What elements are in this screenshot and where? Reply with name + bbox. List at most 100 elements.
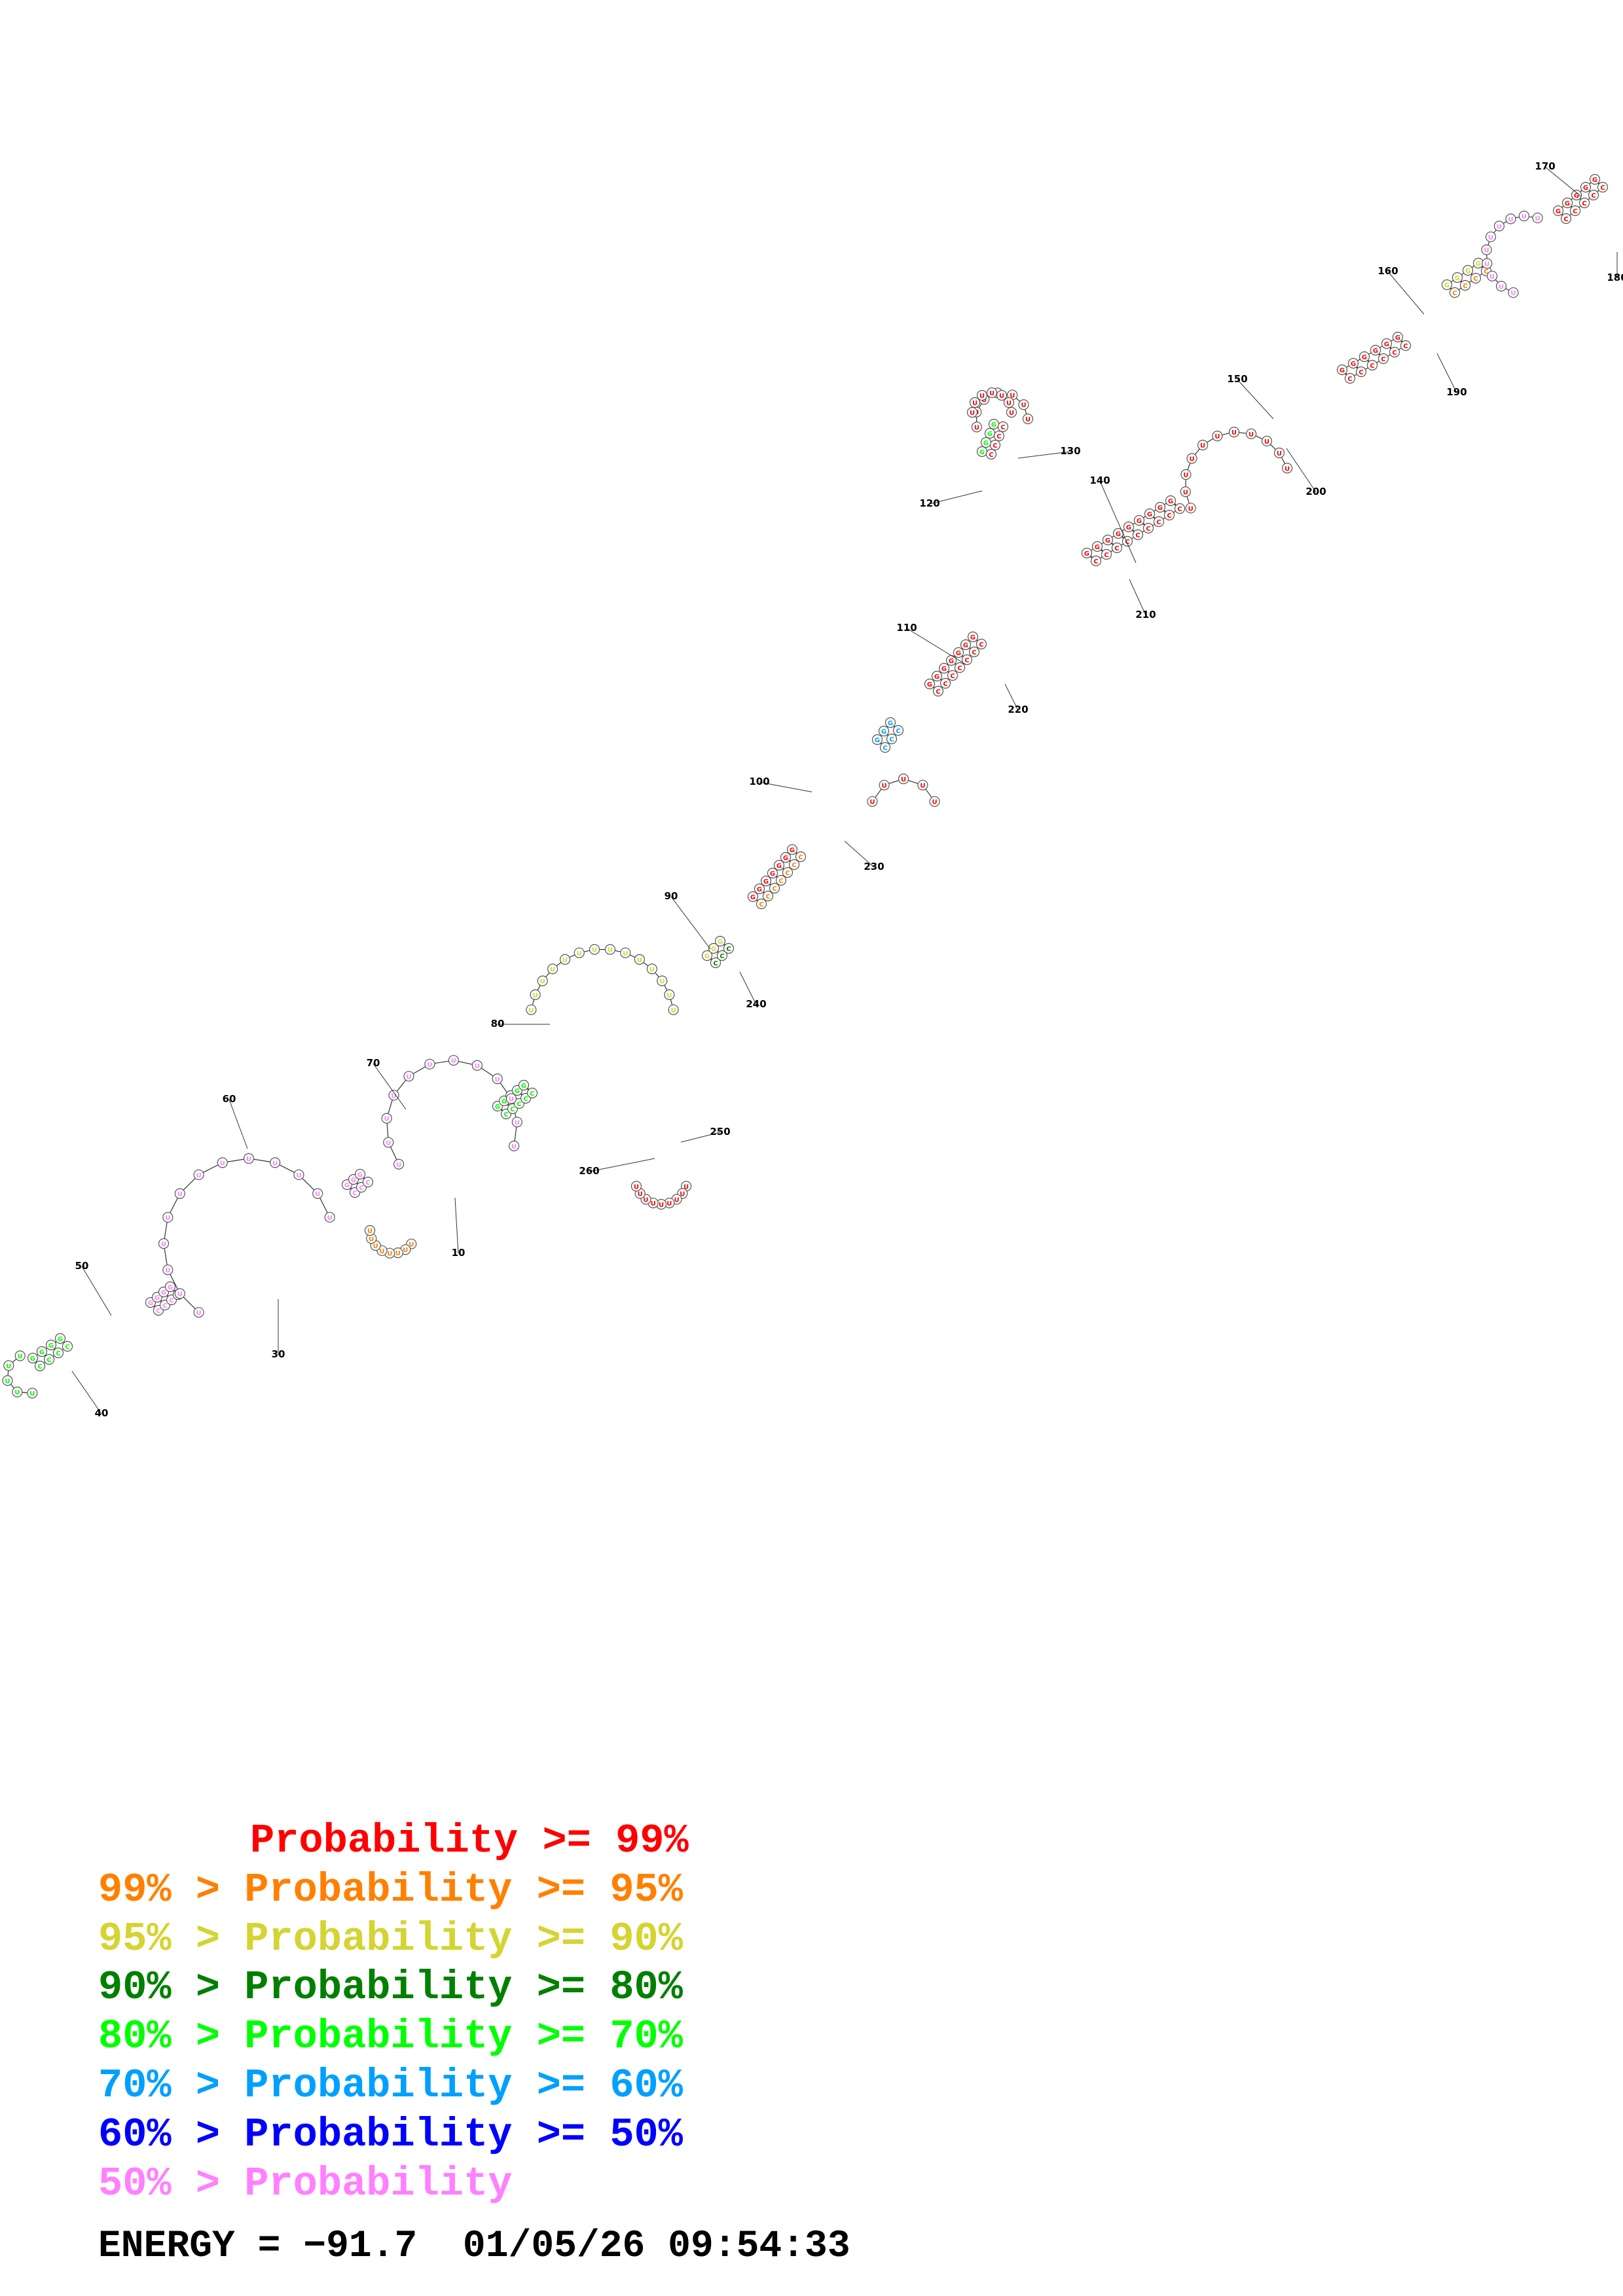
svg-text:C: C: [896, 728, 900, 735]
nucleotides: GGGGGGGGGCCCCCCCCCGGGGGGCCCCCCGGGGCCCCGG…: [2, 173, 1609, 1399]
nucleotide-paired: G: [984, 427, 996, 439]
nucleotide-loop: U: [1018, 399, 1029, 410]
nucleotide-paired: C: [961, 654, 973, 666]
energy-gap: [417, 2225, 463, 2268]
svg-text:U: U: [634, 1183, 639, 1191]
svg-text:C: C: [1484, 268, 1488, 276]
svg-text:G: G: [58, 1336, 63, 1343]
nucleotide-paired: C: [34, 1360, 46, 1372]
nucleotide-loop: U: [392, 1247, 403, 1259]
nucleotide-paired: G: [924, 678, 936, 690]
svg-text:U: U: [246, 1156, 251, 1163]
nucleotide-paired: C: [976, 638, 987, 650]
nucleotide-paired: G: [878, 725, 890, 737]
nucleotide-loop: U: [492, 1073, 503, 1085]
nucleotide-loop: U: [1022, 413, 1034, 425]
nucleotide-paired: C: [782, 867, 793, 878]
nucleotide-loop: U: [969, 397, 981, 408]
svg-text:C: C: [989, 452, 993, 459]
nucleotide-paired: G: [701, 950, 713, 961]
svg-text:U: U: [651, 1200, 656, 1208]
nucleotide-paired: G: [1165, 495, 1176, 507]
svg-text:C: C: [1403, 343, 1408, 350]
nucleotide-paired: G: [1144, 508, 1156, 520]
timestamp: 01/05/26 09:54:33: [462, 2225, 850, 2268]
nucleotide-loop: U: [1246, 428, 1257, 439]
svg-text:G: G: [881, 728, 886, 736]
svg-text:G: G: [351, 1177, 356, 1184]
nucleotide-paired: G: [754, 883, 765, 895]
legend-row-80: 90% > Probability >= 80%: [98, 1967, 683, 2008]
svg-text:C: C: [1347, 376, 1352, 383]
svg-text:C: C: [1359, 369, 1363, 376]
nucleotide-paired: G: [54, 1333, 66, 1344]
svg-text:G: G: [1084, 550, 1089, 558]
nucleotide-paired: C: [985, 448, 997, 460]
nucleotide-loop: U: [657, 975, 668, 986]
position-label-leader: [739, 971, 757, 1005]
svg-text:U: U: [1009, 410, 1014, 417]
nucleotide-paired: G: [45, 1339, 57, 1351]
nucleotide-paired: G: [1561, 197, 1573, 209]
nucleotide-loop: U: [312, 1188, 323, 1199]
svg-text:U: U: [562, 957, 568, 964]
svg-text:C: C: [979, 641, 983, 649]
svg-text:C: C: [169, 1297, 173, 1304]
svg-text:G: G: [1105, 537, 1110, 545]
nucleotide-paired: G: [714, 935, 726, 947]
svg-text:U: U: [674, 1196, 679, 1204]
svg-text:U: U: [540, 978, 545, 986]
svg-text:U: U: [1025, 416, 1030, 423]
svg-text:G: G: [963, 642, 968, 649]
svg-text:U: U: [671, 1007, 676, 1014]
svg-text:U: U: [1510, 290, 1516, 297]
nucleotide-paired: C: [1122, 535, 1133, 547]
svg-text:U: U: [1522, 213, 1527, 221]
svg-text:C: C: [517, 1101, 521, 1108]
nucleotide-loop: U: [630, 1181, 642, 1192]
nucleotide-loop: U: [324, 1211, 335, 1223]
nucleotide-paired: C: [1163, 509, 1175, 521]
svg-text:G: G: [1373, 348, 1378, 355]
nucleotide-paired: G: [1133, 514, 1145, 526]
nucleotide-paired: C: [886, 733, 898, 745]
nucleotide-paired: G: [786, 844, 798, 855]
nucleotide-paired: C: [716, 950, 728, 961]
position-label: 260: [579, 1165, 599, 1177]
nucleotide-paired: C: [1132, 529, 1144, 541]
position-label: 220: [1008, 704, 1028, 715]
svg-text:C: C: [798, 854, 803, 861]
svg-text:G: G: [888, 720, 893, 727]
nucleotide-loop: U: [505, 1093, 517, 1104]
nucleotide-paired: C: [1400, 340, 1412, 351]
nucleotide-paired: G: [518, 1079, 530, 1091]
svg-text:G: G: [1455, 275, 1460, 282]
svg-text:U: U: [1188, 505, 1194, 512]
nucleotide-paired: G: [1451, 272, 1463, 283]
svg-text:C: C: [503, 1111, 508, 1119]
position-label-leader: [906, 628, 966, 665]
svg-text:U: U: [680, 1191, 685, 1198]
svg-text:U: U: [1535, 215, 1540, 223]
svg-text:C: C: [1156, 519, 1161, 526]
nucleotide-paired: C: [362, 1176, 374, 1188]
svg-text:C: C: [359, 1185, 363, 1192]
nucleotide-loop: U: [867, 796, 878, 807]
svg-text:U: U: [932, 799, 937, 806]
svg-text:G: G: [39, 1349, 45, 1356]
nucleotide-loop: U: [193, 1169, 204, 1180]
svg-text:G: G: [155, 1295, 160, 1302]
svg-text:C: C: [37, 1363, 42, 1371]
nucleotide-loop: U: [1006, 406, 1017, 418]
svg-text:C: C: [785, 870, 790, 877]
legend-label: Probability >= 60%: [244, 2062, 683, 2109]
nucleotide-paired: C: [1090, 555, 1102, 567]
position-label-leader: [1436, 353, 1457, 393]
svg-text:C: C: [1093, 558, 1098, 565]
nucleotide-loop: U: [620, 947, 631, 958]
nucleotide-paired: G: [164, 1281, 176, 1293]
legend-prefix: 70% >: [98, 2062, 245, 2109]
svg-text:C: C: [162, 1302, 167, 1310]
legend-row-low: 50% > Probability: [98, 2164, 513, 2204]
svg-text:C: C: [523, 1096, 528, 1103]
